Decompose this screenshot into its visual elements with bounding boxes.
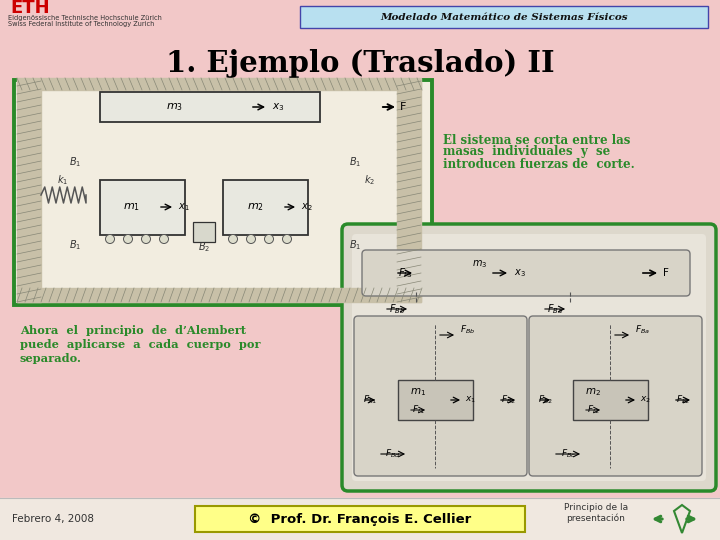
Text: $x_2$: $x_2$ [301,201,312,213]
Text: $F_{k2}$: $F_{k2}$ [676,394,690,406]
Text: Eidgenössische Technische Hochschule Zürich: Eidgenössische Technische Hochschule Zür… [8,15,162,21]
FancyBboxPatch shape [352,234,706,481]
Text: $m_3$: $m_3$ [472,258,487,270]
Text: $F_{I1}$: $F_{I1}$ [412,404,424,416]
Bar [17,288,421,302]
FancyBboxPatch shape [362,250,690,296]
Text: $x_1$: $x_1$ [465,395,476,405]
Text: $F_{Bd}$: $F_{Bd}$ [385,448,401,460]
Text: ©  Prof. Dr. François E. Cellier: © Prof. Dr. François E. Cellier [248,512,472,525]
Text: puede  aplicarse  a  cada  cuerpo  por: puede aplicarse a cada cuerpo por [20,339,261,349]
FancyBboxPatch shape [223,180,308,235]
Text: $m_3$: $m_3$ [166,101,184,113]
Text: $F_{I3}$: $F_{I3}$ [398,266,412,280]
Text: $x_3$: $x_3$ [272,101,284,113]
Circle shape [246,234,256,244]
Text: introducen fuerzas de  corte.: introducen fuerzas de corte. [443,158,635,171]
Text: $F_{Bc}$: $F_{Bc}$ [561,448,575,460]
Text: $x_2$: $x_2$ [640,395,651,405]
FancyBboxPatch shape [342,224,716,491]
Circle shape [106,234,114,244]
Text: $F_{I2}$: $F_{I2}$ [587,404,599,416]
FancyBboxPatch shape [529,316,702,476]
Text: F: F [400,102,406,112]
Text: $m_2$: $m_2$ [585,386,601,398]
FancyBboxPatch shape [195,506,525,532]
Circle shape [142,234,150,244]
Text: $k_2$: $k_2$ [364,173,376,187]
Text: Swiss Federal Institute of Technology Zurich: Swiss Federal Institute of Technology Zu… [8,21,154,27]
Bar [17,78,421,90]
Circle shape [264,234,274,244]
Circle shape [228,234,238,244]
Text: $B_1$: $B_1$ [349,238,361,252]
Text: $m_2$: $m_2$ [246,201,264,213]
Text: Modelado Matemático de Sistemas Físicos: Modelado Matemático de Sistemas Físicos [380,12,628,22]
Text: El sistema se corta entre las: El sistema se corta entre las [443,133,631,146]
Text: ETH: ETH [10,0,50,17]
Text: separado.: separado. [20,353,82,363]
Bar [397,82,421,302]
Text: F: F [663,268,669,278]
Text: $m_1$: $m_1$ [123,201,140,213]
Text: $x_3$: $x_3$ [514,267,526,279]
Text: $x_1$: $x_1$ [178,201,189,213]
Text: $B_1$: $B_1$ [349,155,361,169]
Bar [0,498,720,540]
Text: $k_1$: $k_1$ [58,173,68,187]
Text: $B_2$: $B_2$ [198,240,210,254]
Text: $F_{B2}$: $F_{B2}$ [500,394,516,406]
FancyBboxPatch shape [100,92,320,122]
Text: $F_{B2}$: $F_{B2}$ [538,394,552,406]
FancyBboxPatch shape [14,80,432,305]
Text: masas  individuales  y  se: masas individuales y se [443,145,611,159]
Circle shape [282,234,292,244]
Text: 1. Ejemplo (Traslado) II: 1. Ejemplo (Traslado) II [166,49,554,78]
Text: $F_{Ba}$: $F_{Ba}$ [547,302,563,316]
Text: $B_1$: $B_1$ [69,155,81,169]
Text: Principio de la
presentación: Principio de la presentación [564,503,628,523]
Circle shape [124,234,132,244]
FancyBboxPatch shape [398,380,473,420]
FancyBboxPatch shape [300,6,708,28]
Text: $F_{Bb}$: $F_{Bb}$ [389,302,405,316]
FancyBboxPatch shape [573,380,648,420]
Circle shape [160,234,168,244]
FancyBboxPatch shape [354,316,527,476]
Text: $B_1$: $B_1$ [69,238,81,252]
Text: $F_{Ba}$: $F_{Ba}$ [635,324,650,336]
FancyBboxPatch shape [193,222,215,242]
Text: $F_{Bb}$: $F_{Bb}$ [460,324,475,336]
Bar [17,82,41,302]
Text: Ahora  el  principio  de  d’Alembert: Ahora el principio de d’Alembert [20,325,246,335]
FancyBboxPatch shape [100,180,185,235]
Text: $m_1$: $m_1$ [410,386,426,398]
Text: Febrero 4, 2008: Febrero 4, 2008 [12,514,94,524]
Text: $F_{k1}$: $F_{k1}$ [363,394,377,406]
